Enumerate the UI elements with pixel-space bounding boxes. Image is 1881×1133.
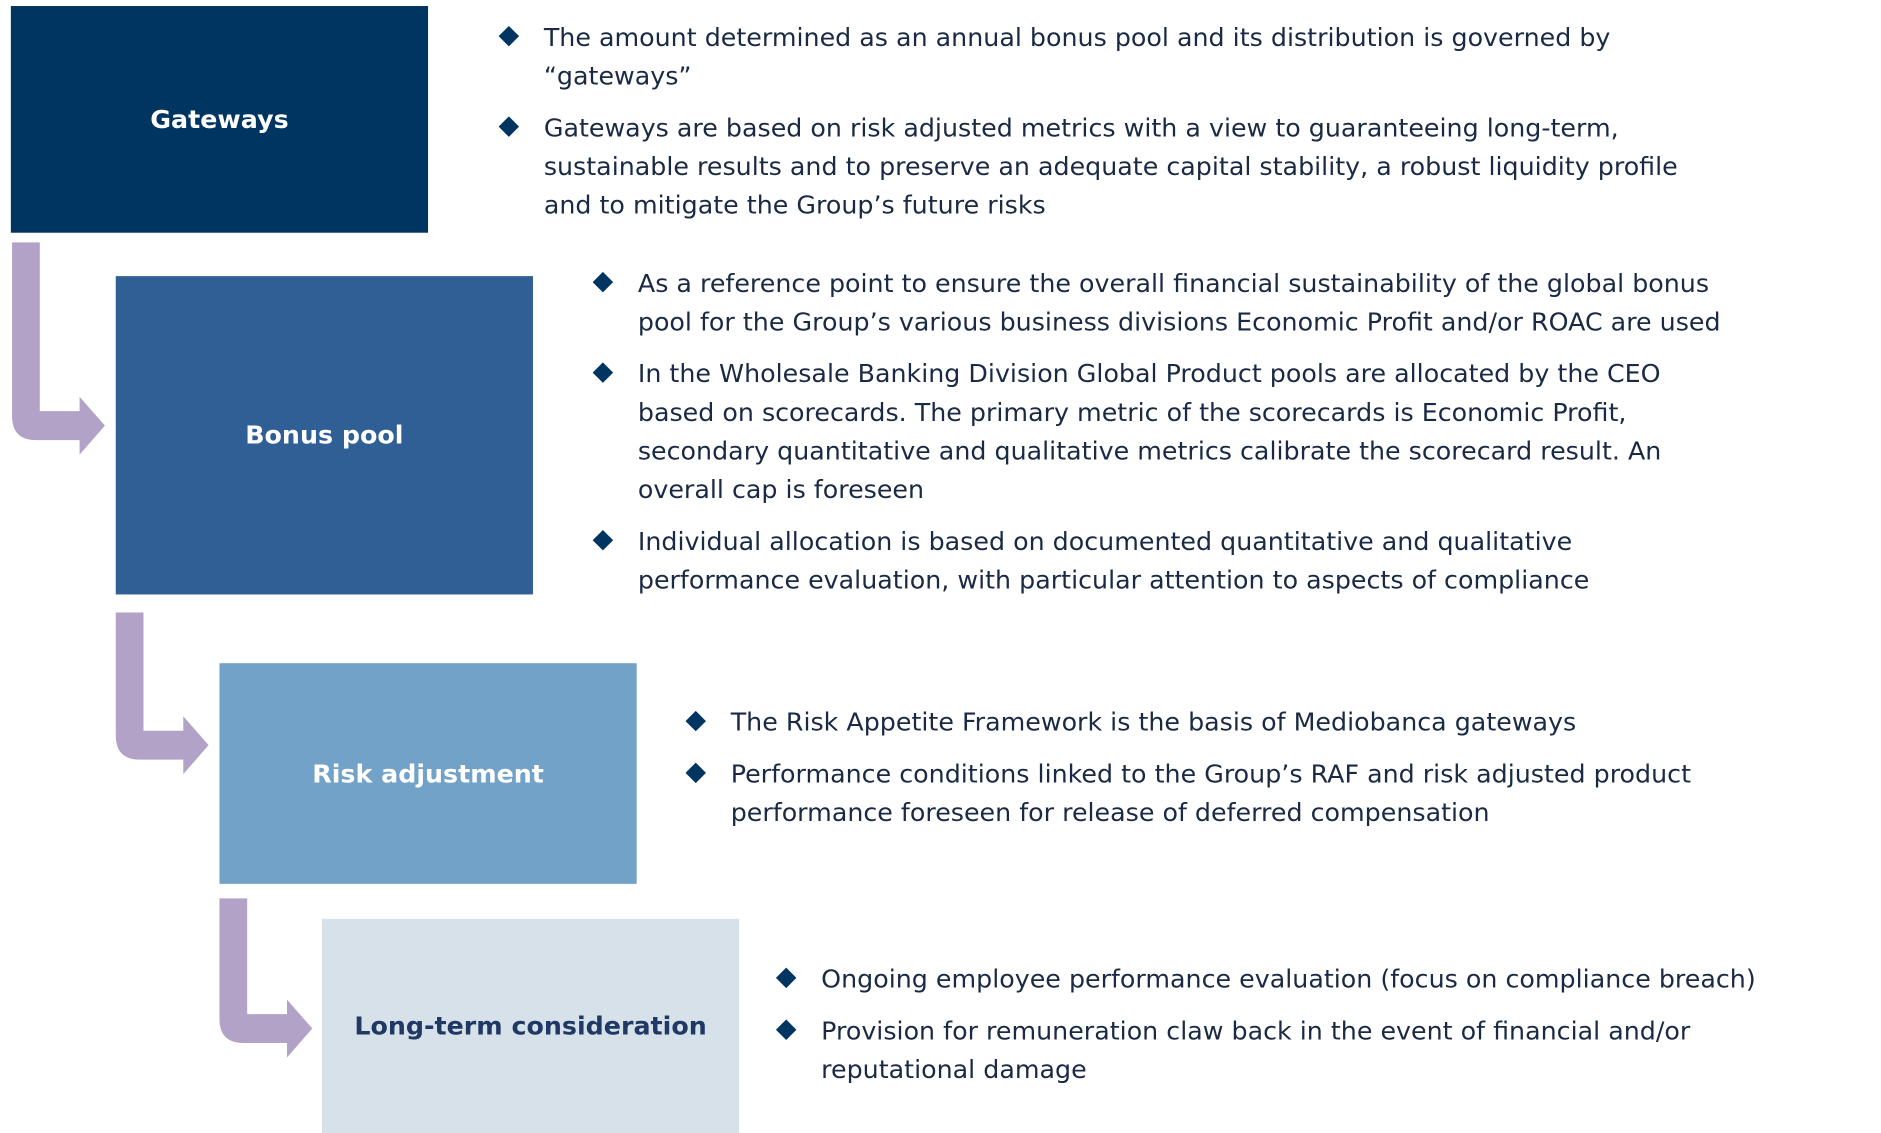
bullet-text: Provision for remuneration claw back in …	[821, 1016, 1691, 1046]
bullet: The Risk Appetite Framework is the basis…	[685, 703, 1691, 742]
section-label: Risk adjustment	[312, 759, 544, 788]
bullet-diamond	[775, 1019, 797, 1040]
bullet-list: The Risk Appetite Framework is the basis…	[685, 703, 1692, 845]
bullet: Provision for remuneration claw back in …	[775, 1012, 1756, 1089]
section-box: Bonus pool	[115, 276, 533, 595]
bullet-diamond	[685, 710, 706, 732]
bullet-text: performance foreseen for release of defe…	[730, 798, 1490, 828]
section-box: Gateways	[10, 6, 429, 233]
bullet-text: As a reference point to ensure the overa…	[637, 268, 1710, 298]
bullet-text: The amount determined as an annual bonus…	[543, 22, 1611, 52]
bullet-diamond	[592, 271, 614, 293]
bullet-text: In the Wholesale Banking Division Global…	[637, 359, 1661, 389]
bullet-diamond	[498, 25, 520, 47]
bullet: Ongoing employee performance evaluation …	[775, 960, 1756, 999]
flow-arrow	[12, 242, 105, 455]
bullet-text: Gateways are based on risk adjusted metr…	[543, 113, 1619, 143]
flow-arrow	[219, 898, 313, 1058]
bullet: As a reference point to ensure the overa…	[592, 264, 1721, 341]
bullet: In the Wholesale Banking Division Global…	[592, 355, 1720, 509]
section-label: Bonus pool	[245, 420, 404, 450]
bullet-text: secondary quantitative and qualitative m…	[637, 436, 1662, 466]
bullet-text: Individual allocation is based on docume…	[637, 526, 1573, 556]
flow-arrow	[115, 612, 209, 775]
bullet: Gateways are based on risk adjusted metr…	[498, 109, 1678, 225]
bullet-diamond	[775, 967, 797, 989]
bullet: Performance conditions linked to the Gro…	[685, 755, 1692, 832]
bullet-text: and to mitigate the Group’s future risks	[543, 190, 1046, 220]
bullet-list: The amount determined as an annual bonus…	[498, 18, 1678, 237]
bullet-text: performance evaluation, with particular …	[637, 565, 1590, 595]
bullet-text: pool for the Group’s various business di…	[637, 307, 1721, 337]
section-label: Long-term consideration	[354, 1011, 707, 1041]
section-label: Gateways	[150, 104, 289, 134]
bullet-text: overall cap is foreseen	[637, 475, 925, 505]
bullet-text: based on scorecards. The primary metric …	[637, 397, 1627, 427]
bullet-text: reputational damage	[821, 1055, 1087, 1085]
section-box: Long-term consideration	[321, 918, 740, 1133]
bullet-diamond	[685, 762, 706, 784]
bullet-list: As a reference point to ensure the overa…	[592, 264, 1721, 612]
bullet: Individual allocation is based on docume…	[592, 522, 1720, 599]
bullet-diamond	[592, 529, 614, 551]
bullet-text: Ongoing employee performance evaluation …	[821, 964, 1756, 994]
bullet-list: Ongoing employee performance evaluation …	[775, 960, 1756, 1102]
bullet-text: The Risk Appetite Framework is the basis…	[730, 707, 1577, 737]
section-box: Risk adjustment	[219, 663, 637, 884]
bullet: The amount determined as an annual bonus…	[498, 18, 1677, 95]
bullet-text: sustainable results and to preserve an a…	[543, 151, 1678, 181]
bullet-text: Performance conditions linked to the Gro…	[730, 759, 1692, 789]
bullet-diamond	[592, 362, 614, 383]
bullet-diamond	[498, 116, 520, 137]
bullet-text: “gateways”	[543, 61, 692, 91]
